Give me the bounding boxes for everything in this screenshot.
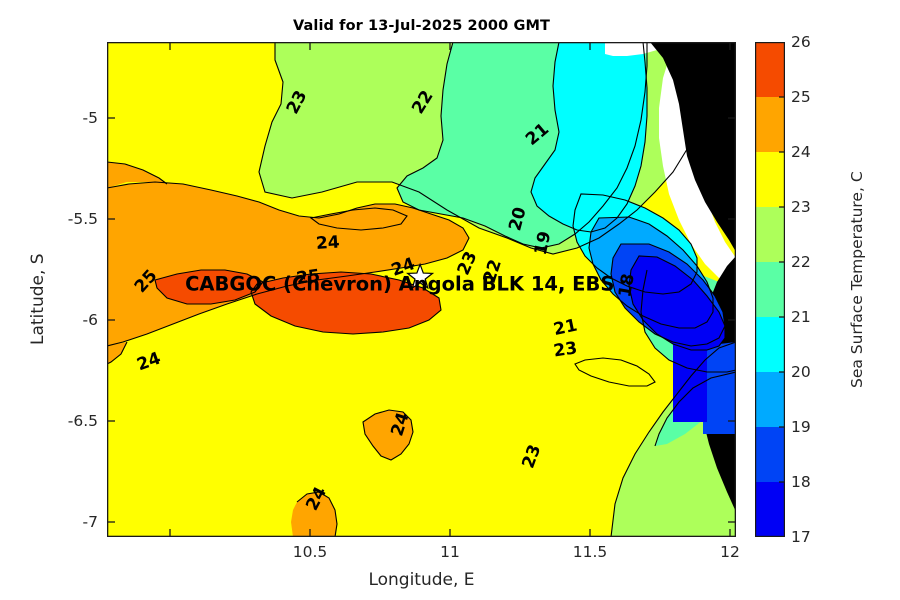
- y-axis-title: Latitude, S: [28, 253, 48, 345]
- contour-bands: [107, 42, 736, 537]
- contour-label: 18: [615, 272, 639, 299]
- cb-tick-17: 17: [791, 528, 811, 546]
- ytick-6: -6: [82, 311, 98, 329]
- contour-label: 21: [552, 315, 579, 339]
- ytick-5: -5: [82, 109, 98, 127]
- cb-tick-19: 19: [791, 418, 811, 436]
- cb-tick-22: 22: [791, 253, 811, 271]
- ytick-7: -7: [82, 513, 98, 531]
- xtick-11: 11: [440, 543, 460, 561]
- x-axis-title: Longitude, E: [368, 570, 475, 590]
- cb-band-23-24: [755, 152, 785, 207]
- band-25-26: [155, 270, 263, 304]
- cb-tick-26: 26: [791, 33, 811, 51]
- band-23-coastal-tongue: [575, 358, 655, 386]
- cb-band-22-23: [755, 207, 785, 262]
- band-25-26-main: [251, 272, 441, 334]
- band-24-25-s1: [363, 410, 413, 460]
- ytick-5-5: -5.5: [67, 210, 98, 228]
- land-mass: [650, 42, 736, 252]
- cb-frame: [755, 42, 785, 537]
- band-24-25-nw: [107, 162, 167, 188]
- cb-tick-21: 21: [791, 308, 811, 326]
- cb-band-18-19: [755, 427, 785, 482]
- xtick-11-5: 11.5: [572, 543, 608, 561]
- contour-lines: [107, 42, 736, 537]
- cb-band-25-26: [755, 42, 785, 97]
- colorbar-title: Sea Surface Temperature, C: [848, 171, 866, 388]
- cb-band-17-18: [755, 482, 785, 537]
- band-24-25-s2: [291, 492, 337, 537]
- cb-band-19-20: [755, 372, 785, 427]
- cb-band-21-22: [755, 262, 785, 317]
- cb-band-24-25: [755, 97, 785, 152]
- cb-tick-23: 23: [791, 198, 811, 216]
- cb-ticks: [779, 96, 785, 483]
- cb-tick-25: 25: [791, 88, 811, 106]
- band-20-21: [531, 42, 647, 232]
- contour-label: 19: [531, 230, 555, 257]
- ytick-6-5: -6.5: [67, 412, 98, 430]
- figure-title: Valid for 13-Jul-2025 2000 GMT: [293, 18, 550, 34]
- xtick-10-5: 10.5: [292, 543, 328, 561]
- cb-tick-18: 18: [791, 473, 811, 491]
- station-marker-group[interactable]: [406, 262, 435, 290]
- band-18-19-lower: [703, 342, 736, 434]
- axis-ticks: [107, 42, 736, 537]
- xtick-12: 12: [720, 543, 740, 561]
- band-17-18-lower: [673, 338, 707, 422]
- band-17-18: [629, 256, 725, 350]
- colorbar: [755, 42, 785, 537]
- cb-band-20-21: [755, 317, 785, 372]
- star-icon: [406, 262, 435, 290]
- plot-area: 23 22 21 20 19 18 21 23 22 23 25 25 24 24 24 24 24 23 CAB…: [107, 42, 736, 537]
- colorbar-gradient: [755, 42, 785, 537]
- contour-label: 25: [295, 266, 321, 289]
- cb-tick-20: 20: [791, 363, 811, 381]
- contour-label: 23: [552, 338, 578, 361]
- band-24-25-sw: [107, 342, 127, 364]
- cb-tick-24: 24: [791, 143, 811, 161]
- station-label: CABGOC (Chevron) Angola BLK 14, EBS: [185, 272, 614, 295]
- plot-frame: [107, 42, 736, 537]
- contour-label: 24: [315, 232, 340, 254]
